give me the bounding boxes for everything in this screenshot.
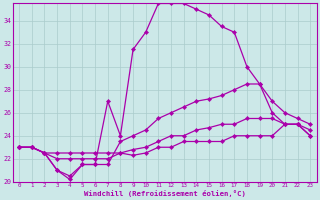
X-axis label: Windchill (Refroidissement éolien,°C): Windchill (Refroidissement éolien,°C) bbox=[84, 190, 246, 197]
